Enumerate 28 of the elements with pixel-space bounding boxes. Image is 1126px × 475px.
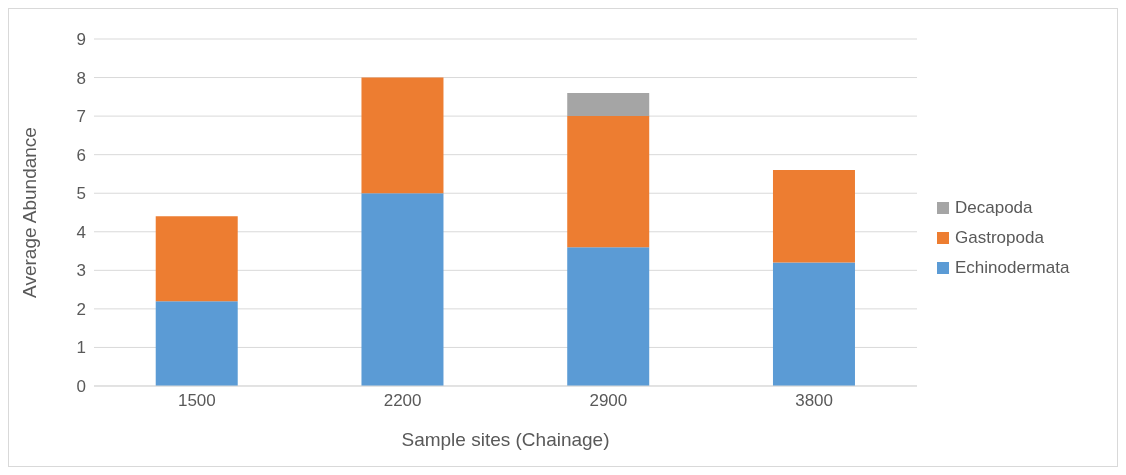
y-tick-label: 8 <box>76 68 86 88</box>
y-tick-label: 7 <box>76 107 86 127</box>
bar <box>361 193 444 386</box>
y-tick-label: 2 <box>76 299 86 319</box>
y-tick-label: 3 <box>76 261 86 281</box>
x-tick-label: 2900 <box>589 391 628 411</box>
x-tick-label: 1500 <box>177 391 216 411</box>
y-tick-label: 9 <box>76 30 86 50</box>
legend-label: Echinodermata <box>955 257 1070 278</box>
y-tick-label: 1 <box>76 338 86 358</box>
y-tick-label: 0 <box>76 377 86 397</box>
bar <box>567 116 650 248</box>
bar <box>567 247 650 386</box>
y-tick-label: 6 <box>76 145 86 165</box>
bar <box>772 262 855 386</box>
bar <box>155 301 238 386</box>
y-tick-label: 5 <box>76 184 86 204</box>
y-axis-title: Average Abundance <box>18 127 40 298</box>
x-tick-label: 2200 <box>383 391 422 411</box>
legend-label: Gastropoda <box>955 227 1044 248</box>
x-tick-label: 3800 <box>795 391 834 411</box>
legend-label: Decapoda <box>955 197 1033 218</box>
x-axis-title: Sample sites (Chainage) <box>401 429 610 450</box>
bar <box>567 92 650 117</box>
bar <box>772 170 855 263</box>
bar <box>155 216 238 302</box>
bar <box>361 77 444 194</box>
y-tick-label: 4 <box>76 222 86 242</box>
